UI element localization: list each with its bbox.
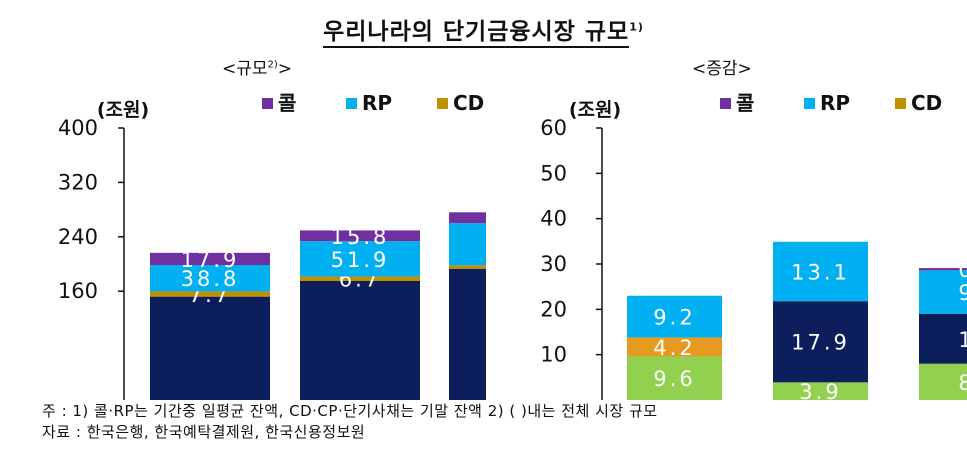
note-line-2: 자료 : 한국은행, 한국예탁결제원, 한국신용정보원 — [42, 423, 366, 441]
right-y-tick-label: 20 — [540, 297, 567, 321]
note-line-1: 주 : 1) 콜·RP는 기간중 일평균 잔액, CD·CP·단기사채는 기말 … — [42, 402, 658, 420]
left-bar-segment — [300, 276, 420, 281]
right-legend-swatch — [804, 98, 815, 109]
left-bar-segment — [449, 223, 486, 266]
left-legend-label: RP — [362, 91, 392, 115]
right-bar-data-label: 17.9 — [791, 331, 850, 355]
left-bar-data-label: 17.9 — [181, 248, 240, 272]
right-bar-data-label: 1 — [958, 328, 967, 352]
right-y-tick-label: 50 — [540, 161, 567, 185]
right-bar-segment — [627, 295, 722, 338]
left-subtitle-sup: 2) — [267, 59, 278, 71]
left-bar-segment — [150, 291, 270, 297]
right-bar-segment — [773, 382, 868, 400]
right-y-tick-label: 40 — [540, 207, 567, 231]
left-subtitle-text: <규모 — [222, 59, 268, 79]
right-legend-swatch — [720, 98, 731, 109]
right-bars: 9.6 4.2 9.2 3.9 17.9 13.1 8 1 90 — [627, 241, 967, 400]
left-y-tick-label: 160 — [58, 279, 98, 303]
right-legend-swatch — [895, 98, 906, 109]
left-bar-segment — [449, 265, 486, 269]
chart-title-text: 우리나라의 단기금융시장 규모 — [323, 19, 630, 48]
right-bar-segment — [627, 356, 722, 400]
left-y-unit-label: (조원) — [97, 99, 149, 121]
right-y-unit-label: (조원) — [569, 99, 621, 121]
left-legend-label: 콜 — [278, 91, 296, 115]
right-bar-segment — [627, 337, 722, 357]
right-y-tick-label: 60 — [540, 116, 567, 140]
right-bar-data-label: 0 — [958, 258, 967, 282]
right-y-tick-label: 10 — [540, 343, 567, 367]
right-bar-data-label: 8 — [958, 371, 967, 395]
left-legend-swatch — [262, 98, 273, 109]
left-legend-label: CD — [453, 91, 484, 115]
left-y-tick-label: 320 — [58, 170, 98, 194]
right-legend-label: CD — [911, 91, 942, 115]
right-bar-data-label: 13.1 — [791, 260, 850, 284]
left-bar-data-label: 5 — [501, 256, 517, 280]
right-bar-segment — [919, 268, 967, 271]
left-legend-swatch — [346, 98, 357, 109]
left-bar-data-label: 38.8 — [181, 267, 240, 291]
right-legend-label: 콜 — [736, 91, 754, 115]
chart-title-sup: 1) — [629, 20, 644, 34]
left-bar-data-label: 51.9 — [331, 248, 390, 272]
left-bar-segment — [150, 296, 270, 400]
right-bar-segment — [773, 241, 868, 302]
right-legend-label: RP — [820, 91, 850, 115]
left-bar-data-label: 6 — [501, 233, 517, 257]
right-bar-segment — [919, 313, 967, 364]
left-bar-data-label: 1 — [501, 207, 517, 231]
left-bar-segment — [300, 241, 420, 277]
left-legend-swatch — [437, 98, 448, 109]
right-bar-data-label: 3.9 — [799, 380, 841, 400]
left-subtitle-end: > — [277, 59, 293, 79]
left-bar-segment — [300, 230, 420, 242]
left-bar-segment — [150, 252, 270, 266]
right-bar-segment — [919, 363, 967, 400]
left-bar-data-label: 15.8 — [331, 225, 390, 249]
left-y-tick-label: 240 — [58, 225, 98, 249]
right-chart-subtitle: <증감> — [692, 59, 752, 79]
right-bar-data-label: 9 — [958, 281, 967, 305]
left-bar-segment — [300, 281, 420, 400]
right-bar-segment — [773, 301, 868, 383]
left-bar-segment — [150, 265, 270, 292]
left-bar-segment — [449, 268, 486, 400]
footnotes: 주 : 1) 콜·RP는 기간중 일평균 잔액, CD·CP·단기사채는 기말 … — [42, 401, 658, 443]
right-bar-data-label: 4.2 — [653, 336, 695, 360]
right-bar-segment — [919, 270, 967, 314]
right-y-tick-label: 30 — [540, 252, 567, 276]
right-bar-data-label: 9.6 — [653, 367, 695, 391]
left-bar-segment — [449, 212, 486, 224]
left-bar-data-label: 15 — [493, 323, 526, 347]
chart-title: 우리나라의 단기금융시장 규모1) — [0, 12, 967, 48]
left-y-tick-label: 400 — [58, 116, 98, 140]
right-bar-data-label: 9.2 — [653, 306, 695, 330]
left-chart-subtitle: <규모2)> — [222, 54, 292, 79]
